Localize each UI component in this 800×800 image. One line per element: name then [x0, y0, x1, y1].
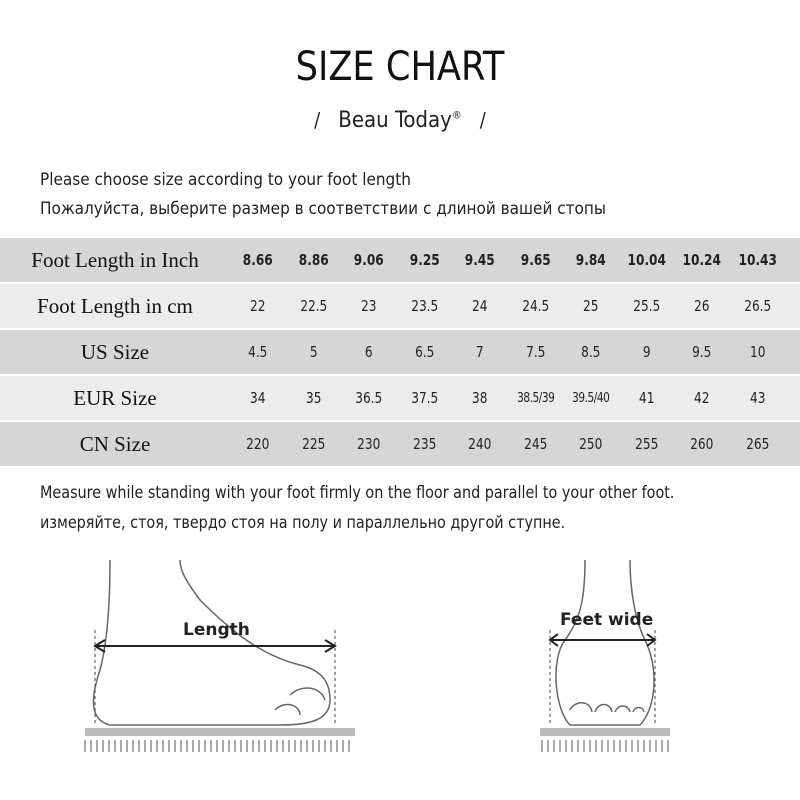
table-row: US Size 4.5 5 6 6.5 7 7.5 8.5 9 9.5 10: [0, 330, 800, 374]
table-cell: 35: [305, 389, 321, 407]
table-cell: 23.5: [410, 297, 438, 315]
table-cell: 235: [412, 435, 436, 453]
brand: / Beau Today® /: [314, 108, 486, 133]
table-cell: 230: [357, 435, 381, 453]
registered-mark: ®: [451, 108, 462, 122]
table-cell: 23: [361, 297, 377, 315]
table-cell: 10.43: [738, 251, 777, 269]
measure-en: Measure while standing with your foot fi…: [40, 483, 675, 503]
table-cell: 9.45: [464, 251, 495, 269]
table-cell: 10.24: [682, 251, 721, 269]
table-cell: 39.5/40: [572, 390, 610, 406]
table-cell: 9: [642, 343, 651, 361]
length-label: Length: [183, 620, 250, 640]
row-label: US Size: [80, 339, 150, 364]
table-cell: 9.06: [353, 251, 384, 269]
front-foot-illustration: [540, 560, 670, 752]
row-label: Foot Length in cm: [37, 293, 193, 318]
table-cell: 26.5: [743, 297, 771, 315]
table-cell: 43: [749, 389, 765, 407]
measure-ru: измеряйте, стоя, твердо стоя на полу и п…: [40, 513, 566, 533]
table-cell: 7.5: [525, 343, 545, 361]
table-cell: 8.66: [242, 251, 273, 269]
table-row: Foot Length in cm 22 22.5 23 23.5 24 24.5 25 25.…: [0, 284, 800, 328]
page-title: SIZE CHART: [295, 44, 505, 90]
side-foot-illustration: [84, 560, 355, 752]
table-cell: 245: [523, 435, 547, 453]
table-cell: 9.65: [520, 251, 551, 269]
table-cell: 22.5: [299, 297, 327, 315]
table-cell: 10: [749, 343, 765, 361]
table-cell: 260: [690, 435, 714, 453]
table-cell: 265: [745, 435, 769, 453]
table-cell: 8.86: [298, 251, 329, 269]
table-cell: 240: [468, 435, 492, 453]
table-cell: 24: [472, 297, 488, 315]
row-label: EUR Size: [73, 385, 157, 410]
table-cell: 9.25: [409, 251, 440, 269]
size-table: Foot Length in Inch 8.66 8.86 9.06 9.25 9.45 9…: [0, 238, 800, 468]
table-cell: 9.84: [575, 251, 606, 269]
row-label: CN Size: [79, 431, 151, 456]
table-cell: 34: [250, 389, 266, 407]
table-cell: 4.5: [248, 343, 268, 361]
table-cell: 42: [694, 389, 710, 407]
table-cell: 7: [475, 343, 484, 361]
table-cell: 24.5: [521, 297, 549, 315]
brand-name: Beau Today: [338, 108, 452, 133]
table-cell: 26: [694, 297, 710, 315]
table-cell: 36.5: [355, 389, 383, 407]
table-row: EUR Size 34 35 36.5 37.5 38 38.5/39 39.5/40 41 42…: [0, 376, 800, 420]
table-cell: 8.5: [581, 343, 601, 361]
table-cell: 250: [579, 435, 603, 453]
table-cell: 5: [309, 343, 318, 361]
intro-en: Please choose size according to your foo…: [40, 170, 411, 190]
table-cell: 220: [246, 435, 270, 453]
table-cell: 25.5: [632, 297, 660, 315]
table-cell: 225: [301, 435, 325, 453]
table-cell: 22: [250, 297, 266, 315]
table-cell: 41: [638, 389, 654, 407]
table-row: Foot Length in Inch 8.66 8.86 9.06 9.25 9.45 9…: [0, 238, 800, 282]
table-row: CN Size 220 225 230 235 240 245 250 255 260 265: [0, 422, 800, 466]
table-cell: 9.5: [692, 343, 712, 361]
row-label: Foot Length in Inch: [31, 247, 199, 272]
intro-ru: Пожалуйста, выберите размер в соответств…: [40, 199, 606, 219]
table-cell: 6: [364, 343, 373, 361]
table-cell: 25: [583, 297, 599, 315]
table-cell: 255: [634, 435, 658, 453]
feet-wide-label: Feet wide: [560, 610, 654, 630]
table-cell: 10.04: [627, 251, 666, 269]
table-cell: 37.5: [410, 389, 438, 407]
table-cell: 38: [472, 389, 488, 407]
table-cell: 6.5: [414, 343, 434, 361]
table-cell: 38.5/39: [516, 390, 555, 406]
